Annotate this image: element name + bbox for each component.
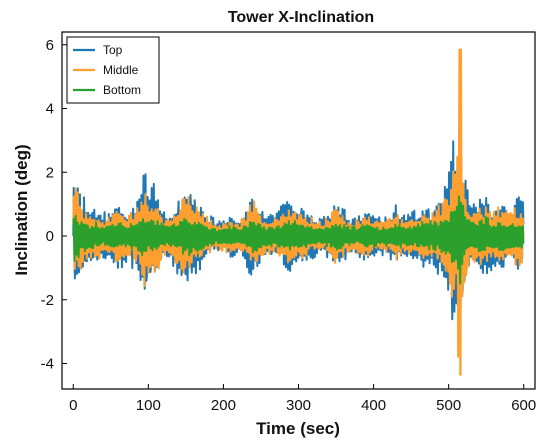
series-line (72, 48, 525, 376)
y-tick-label: -4 (41, 356, 54, 373)
series-middle (72, 48, 525, 376)
legend-entry: Bottom (103, 83, 141, 97)
y-tick-label: -2 (41, 292, 54, 309)
y-tick-label: 0 (46, 228, 54, 245)
legend-entry: Middle (103, 63, 139, 77)
x-axis-label: Time (sec) (256, 419, 340, 438)
x-axis: 0 100 200 300 400 500 600 (69, 384, 536, 414)
x-tick-label: 400 (361, 397, 386, 414)
series-line (72, 195, 525, 285)
y-tick-label: 4 (46, 101, 54, 118)
x-tick-label: 500 (436, 397, 461, 414)
legend-entry: Top (103, 43, 123, 57)
y-axis-label: Inclination (deg) (12, 144, 31, 275)
x-tick-label: 100 (136, 397, 161, 414)
chart-title: Tower X-Inclination (228, 9, 374, 26)
y-axis: -4 -2 0 2 4 6 (41, 37, 67, 373)
plot-area (72, 48, 525, 376)
y-tick-label: 6 (46, 37, 54, 54)
x-tick-label: 300 (286, 397, 311, 414)
legend: Top Middle Bottom (66, 36, 160, 104)
x-tick-label: 200 (211, 397, 236, 414)
y-tick-label: 2 (46, 164, 54, 181)
x-tick-label: 0 (69, 397, 77, 414)
series-bottom (72, 195, 525, 285)
x-tick-label: 600 (511, 397, 536, 414)
